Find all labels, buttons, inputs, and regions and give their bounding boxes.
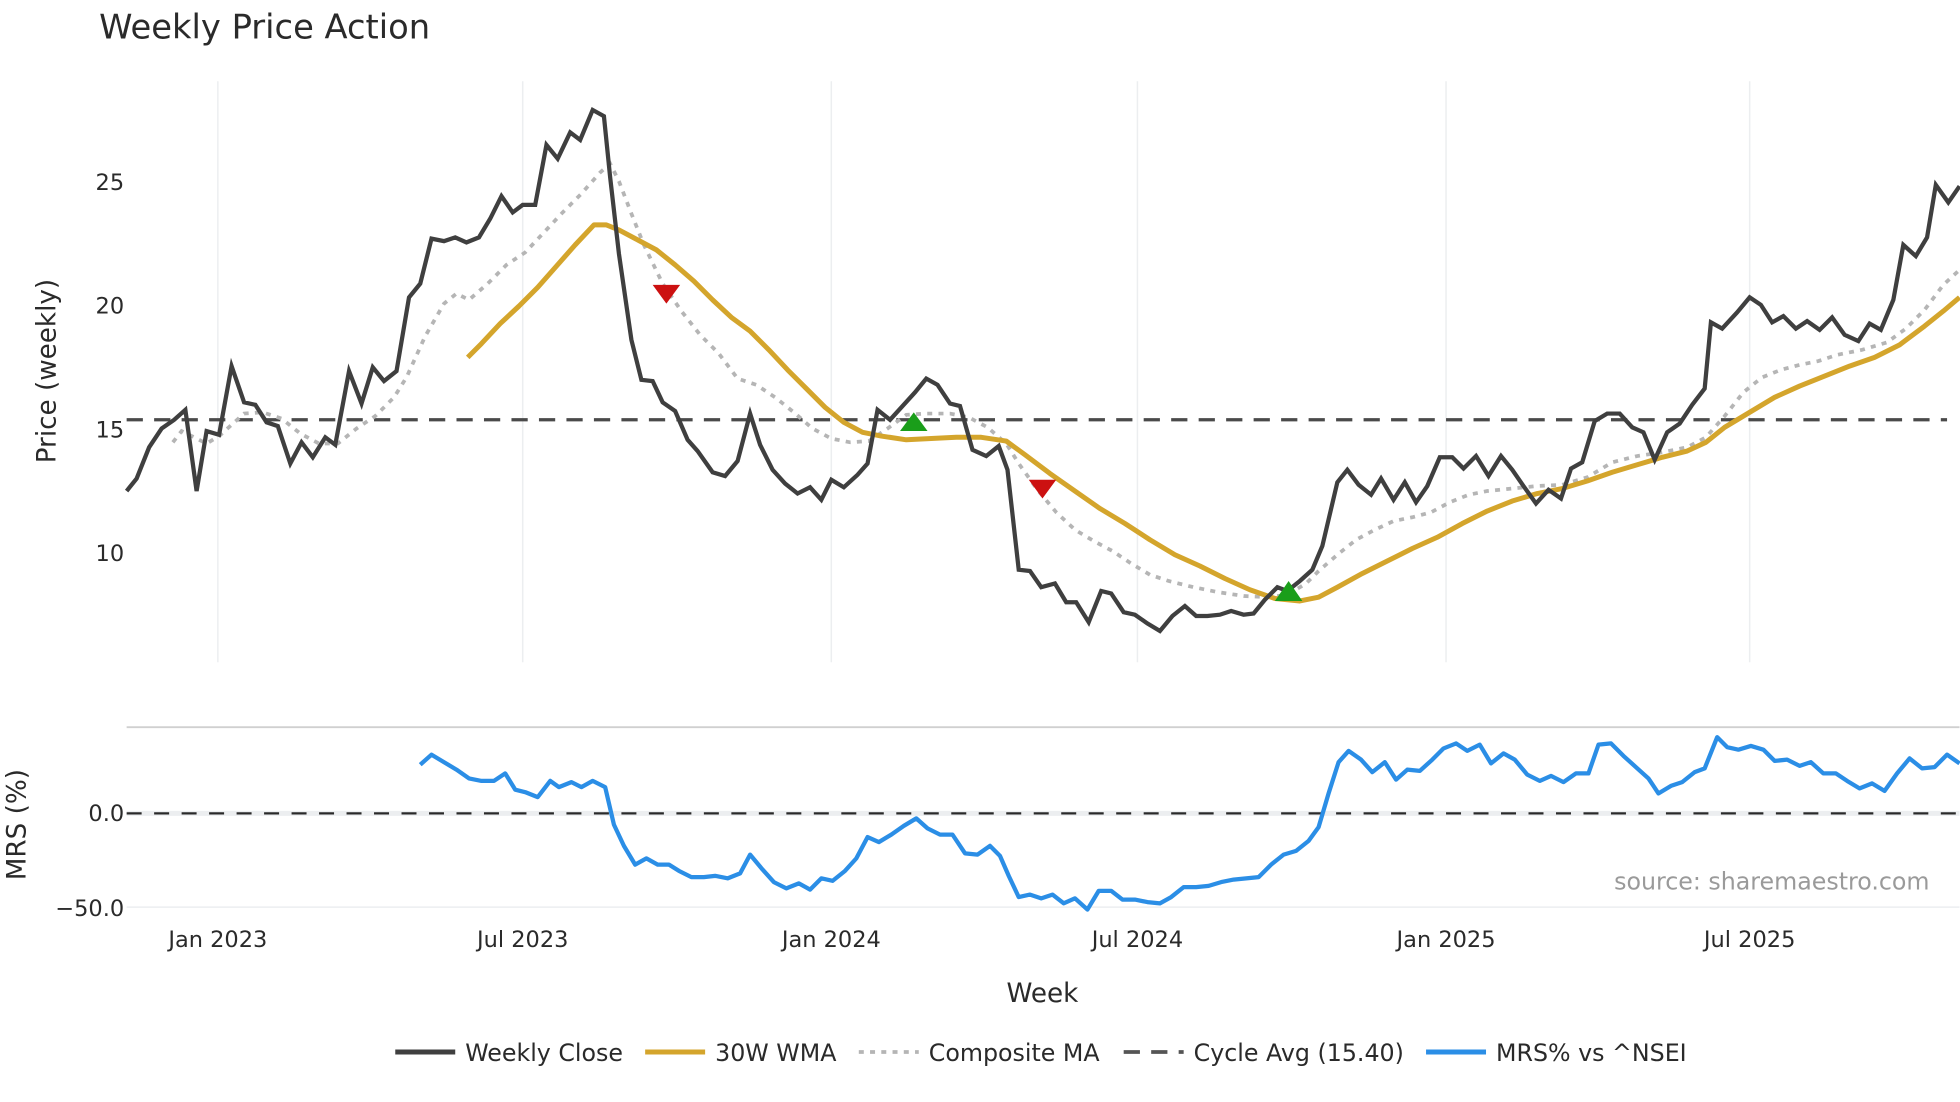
price-ytick: 25 bbox=[96, 170, 125, 196]
mrs-line bbox=[418, 735, 1960, 912]
x-axis: Jan 2023 Jul 2023 Jan 2024 Jul 2024 Jan … bbox=[166, 927, 1795, 953]
price-ytick: 20 bbox=[96, 294, 125, 320]
source-annotation: source: sharemaestro.com bbox=[1614, 868, 1929, 896]
chart-title: Weekly Price Action bbox=[99, 8, 430, 47]
weekly-close-line bbox=[124, 106, 1960, 634]
legend-label: Composite MA bbox=[929, 1039, 1101, 1067]
xtick: Jul 2025 bbox=[1702, 927, 1795, 953]
price-y-axis: 25 20 15 10 bbox=[96, 170, 125, 567]
legend-label: Cycle Avg (15.40) bbox=[1194, 1039, 1404, 1067]
sell-signal-marker bbox=[652, 284, 681, 304]
legend-label: Weekly Close bbox=[465, 1039, 623, 1067]
price-y-label: Price (weekly) bbox=[32, 279, 62, 463]
wma-30w-line bbox=[465, 222, 1960, 604]
mrs-ytick: −50.0 bbox=[55, 896, 124, 922]
price-gridlines bbox=[217, 81, 1751, 663]
sell-signal-marker bbox=[1028, 479, 1057, 499]
legend: Weekly Close 30W WMA Composite MA Cycle … bbox=[395, 1039, 1687, 1067]
xtick: Jan 2024 bbox=[780, 927, 881, 953]
xtick: Jan 2023 bbox=[166, 927, 267, 953]
legend-label: 30W WMA bbox=[715, 1039, 837, 1067]
composite-ma-line bbox=[171, 160, 1960, 600]
buy-signal-marker bbox=[900, 412, 928, 432]
buy-signal-marker bbox=[1274, 580, 1303, 601]
xtick: Jul 2023 bbox=[475, 927, 568, 953]
price-ytick: 15 bbox=[96, 417, 125, 443]
x-axis-label: Week bbox=[1007, 979, 1080, 1009]
xtick: Jul 2024 bbox=[1090, 927, 1183, 953]
xtick: Jan 2025 bbox=[1395, 927, 1496, 953]
price-ytick: 10 bbox=[96, 541, 125, 567]
mrs-y-axis: 0.0 −50.0 bbox=[55, 801, 124, 922]
mrs-y-label: MRS (%) bbox=[2, 769, 32, 880]
legend-label: MRS% vs ^NSEI bbox=[1496, 1039, 1687, 1067]
mrs-ytick: 0.0 bbox=[88, 801, 124, 827]
